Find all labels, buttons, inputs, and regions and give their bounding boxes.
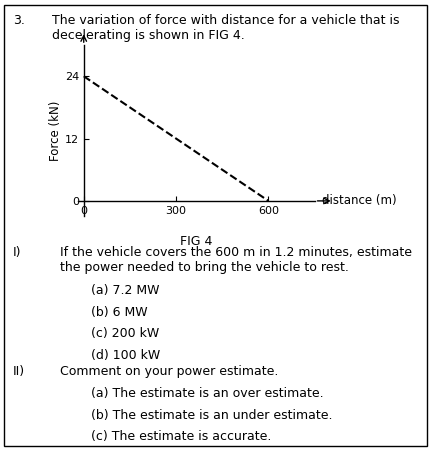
Text: (d) 100 kW: (d) 100 kW — [90, 349, 160, 362]
Text: (b) The estimate is an under estimate.: (b) The estimate is an under estimate. — [90, 409, 331, 422]
Text: (a) 7.2 MW: (a) 7.2 MW — [90, 284, 159, 297]
Text: FIG 4: FIG 4 — [179, 235, 212, 248]
Text: The variation of force with distance for a vehicle that is
decelerating is shown: The variation of force with distance for… — [52, 14, 398, 41]
Text: Comment on your power estimate.: Comment on your power estimate. — [60, 365, 278, 378]
Text: (a) The estimate is an over estimate.: (a) The estimate is an over estimate. — [90, 387, 322, 400]
Text: distance (m): distance (m) — [321, 194, 395, 207]
Text: If the vehicle covers the 600 m in 1.2 minutes, estimate
the power needed to bri: If the vehicle covers the 600 m in 1.2 m… — [60, 246, 412, 274]
Text: 3.: 3. — [13, 14, 25, 27]
Text: (b) 6 MW: (b) 6 MW — [90, 306, 147, 319]
Y-axis label: Force (kN): Force (kN) — [49, 101, 61, 161]
Text: I): I) — [13, 246, 22, 259]
Text: (c) The estimate is accurate.: (c) The estimate is accurate. — [90, 430, 270, 443]
Text: (c) 200 kW: (c) 200 kW — [90, 327, 158, 341]
Text: II): II) — [13, 365, 25, 378]
